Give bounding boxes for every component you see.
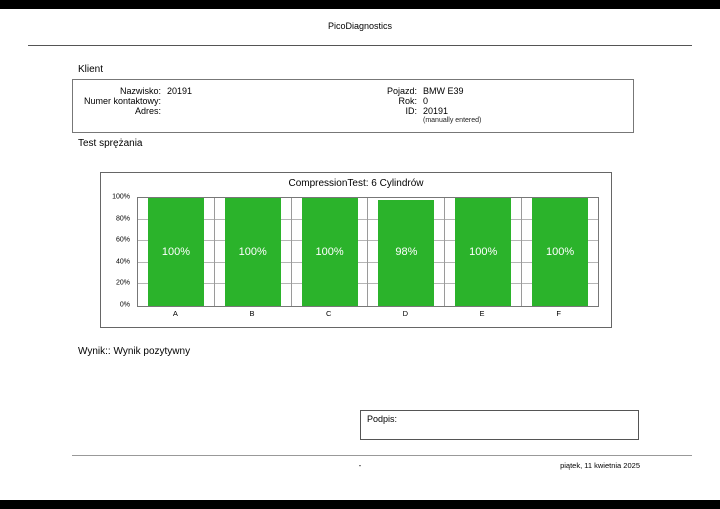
y-tick-label: 0%: [119, 301, 130, 309]
compression-chart: CompressionTest: 6 Cylindrów 100% 80% 60% 4…: [100, 172, 612, 328]
client-row-nazwisko: Nazwisko: 20191: [75, 86, 192, 96]
chart-title: CompressionTest: 6 Cylindrów: [288, 178, 424, 189]
client-row-adres: Adres:: [75, 106, 167, 116]
bar-value-label-B: 100%: [238, 246, 267, 258]
client-row-numer-kontaktowy: Numer kontaktowy:: [75, 96, 167, 106]
chart-category-F: 100%: [522, 198, 598, 306]
compression-bar-B: [224, 198, 281, 306]
field-label: Rok:: [398, 96, 417, 106]
compression-bar-C: [301, 198, 358, 306]
y-tick-label: 80%: [115, 215, 130, 223]
vehicle-row-pojazd: Pojazd: BMW E39: [369, 86, 464, 96]
test-section-label: Test sprężania: [78, 138, 143, 149]
x-tick-label-E: E: [479, 309, 485, 318]
footer-divider: [72, 455, 692, 456]
field-value: 0: [423, 96, 429, 106]
chart-category-D: 98%: [368, 198, 446, 306]
footer-page-marker: -: [358, 461, 362, 470]
client-info-box: Nazwisko: 20191 Numer kontaktowy: Adres: …: [72, 79, 634, 133]
bar-value-label-C: 100%: [315, 246, 344, 258]
x-tick-label-B: B: [249, 309, 255, 318]
manually-entered-note: (manually entered): [423, 117, 482, 124]
chart-category-B: 100%: [215, 198, 292, 306]
compression-bar-E: [455, 198, 512, 306]
chart-category-C: 100%: [292, 198, 369, 306]
x-axis-labels: A B C D E F: [137, 309, 597, 321]
field-label: ID:: [405, 106, 417, 116]
signature-label: Podpis:: [367, 414, 398, 424]
client-section-label: Klient: [78, 64, 104, 75]
field-label: Adres:: [134, 106, 161, 116]
x-tick-label-F: F: [556, 309, 561, 318]
vehicle-row-rok: Rok: 0: [369, 96, 428, 106]
chart-plot: 100% 100% 100% 98% 100% 100%: [138, 198, 598, 306]
y-tick-label: 20%: [115, 279, 130, 287]
vehicle-row-id: ID: 20191: [369, 106, 448, 116]
report-title: PicoDiagnostics: [327, 21, 393, 31]
field-label: Nazwisko:: [119, 86, 161, 96]
chart-category-A: 100%: [138, 198, 215, 306]
bar-value-label-F: 100%: [545, 246, 575, 258]
x-tick-label-D: D: [402, 309, 409, 318]
chart-category-E: 100%: [445, 198, 523, 306]
compression-bar-F: [531, 198, 589, 306]
compression-bar-D: [378, 200, 435, 306]
field-value: 20191: [423, 106, 449, 116]
signature-box: Podpis:: [360, 410, 639, 440]
field-label: Numer kontaktowy:: [83, 96, 161, 106]
field-value: 20191: [167, 86, 193, 96]
bar-value-label-A: 100%: [161, 246, 190, 258]
y-axis-labels: 100% 80% 60% 40% 20% 0%: [101, 193, 133, 309]
x-tick-label-C: C: [325, 309, 332, 318]
field-value: BMW E39: [423, 86, 464, 96]
footer-date: piątek, 11 kwietnia 2025: [560, 461, 640, 470]
top-black-bar: [0, 0, 720, 9]
y-tick-label: 60%: [115, 236, 130, 244]
chart-plot-area: 100% 100% 100% 98% 100% 100%: [137, 197, 599, 307]
result-text: Wynik:: Wynik pozytywny: [78, 346, 191, 357]
header-divider: [28, 45, 692, 46]
x-tick-label-A: A: [172, 309, 178, 318]
bar-value-label-D: 98%: [395, 246, 418, 258]
compression-bar-A: [147, 198, 204, 306]
field-label: Pojazd:: [386, 86, 417, 96]
bottom-black-bar: [0, 500, 720, 509]
bar-value-label-E: 100%: [469, 246, 498, 258]
y-tick-label: 40%: [115, 258, 130, 266]
y-tick-label: 100%: [112, 193, 130, 201]
